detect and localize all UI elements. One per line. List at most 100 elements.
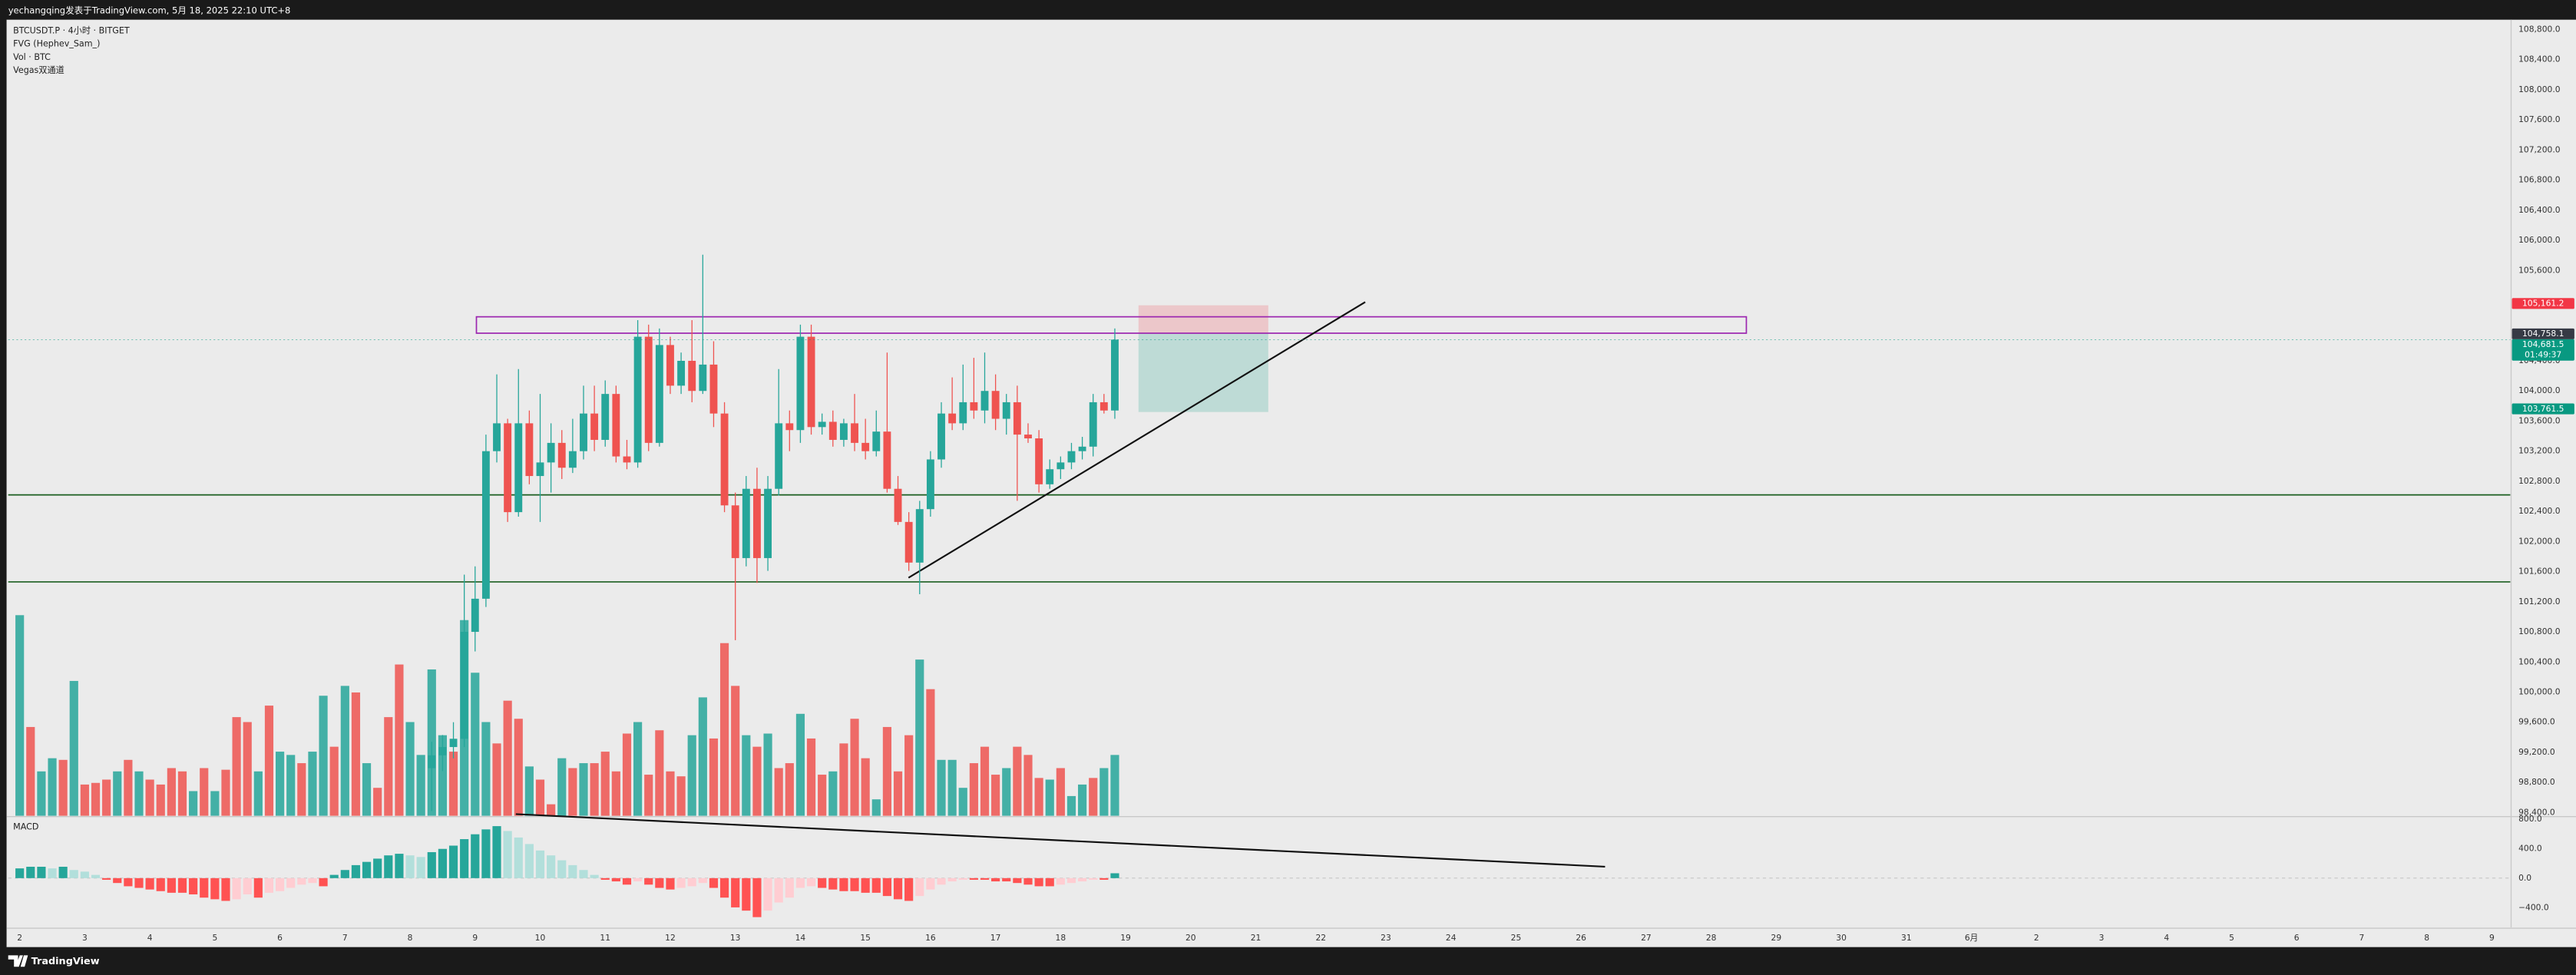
volume-bar [1045, 779, 1054, 816]
y-tick-label: 101,200.0 [2518, 597, 2561, 606]
macd-bar [405, 855, 415, 878]
macd-bar [200, 878, 209, 898]
volume-bar [904, 735, 914, 816]
volume-bar [622, 733, 632, 816]
macd-bar [221, 878, 230, 901]
macd-bar [871, 878, 881, 893]
candle-body [894, 488, 902, 522]
volume-bar [980, 746, 990, 816]
volume-bar [124, 759, 133, 816]
macd-bar [937, 878, 946, 885]
volume-bar [362, 763, 372, 816]
macd-bar [785, 878, 794, 898]
x-tick-label: 9 [2489, 933, 2495, 943]
candle-body [655, 345, 663, 443]
x-tick-label: 31 [1901, 933, 1912, 943]
volume-bar [871, 799, 881, 816]
macd-bar [80, 871, 89, 878]
volume-bar [698, 697, 707, 816]
macd-bar [904, 878, 914, 901]
macd-bar [1100, 878, 1109, 880]
y-tick-label: 108,800.0 [2518, 25, 2561, 35]
x-tick-label: 6 [277, 933, 283, 943]
volume-bar [742, 735, 751, 816]
macd-bar [177, 878, 187, 893]
macd-bar [666, 878, 675, 890]
volume-bar [481, 722, 491, 816]
candle-body [752, 488, 761, 558]
macd-bar [91, 874, 101, 878]
macd-bar [481, 829, 491, 878]
macd-bar [850, 878, 859, 891]
candle-body [677, 360, 686, 386]
candle-body [557, 442, 566, 468]
price-tag-label: 104,681.5 [2522, 339, 2564, 349]
volume-bar [232, 717, 241, 816]
macd-bar [15, 868, 25, 878]
macd-bar [958, 878, 967, 880]
volume-bar [492, 743, 501, 816]
candle-body [1111, 339, 1119, 411]
volume-bar [535, 779, 545, 816]
macd-bar [427, 851, 436, 878]
candle-body [785, 423, 794, 431]
macd-bar [1023, 878, 1033, 885]
volume-bar [709, 738, 719, 816]
position-stop-zone [1138, 305, 1268, 334]
x-tick-label: 6月 [1965, 933, 1979, 943]
candle-body [926, 459, 934, 510]
x-tick-label: 17 [990, 933, 1001, 943]
candle-body [688, 360, 696, 392]
x-tick-label: 7 [342, 933, 348, 943]
macd-bar [947, 878, 957, 882]
volume-bar [1056, 768, 1065, 816]
volume-bar [373, 788, 382, 816]
candle-body [623, 456, 631, 463]
brand: TradingView [31, 956, 100, 967]
candle-body [1046, 469, 1054, 484]
volume-bar [1023, 755, 1033, 816]
y-tick-label: 100,800.0 [2518, 626, 2561, 636]
indicator-label: Vol · BTC [13, 52, 51, 62]
volume-bar [177, 771, 187, 816]
candle-body [775, 423, 783, 489]
macd-bar [579, 870, 588, 878]
volume-bar [15, 615, 25, 816]
macd-bar [1045, 878, 1054, 887]
volume-bar [590, 763, 599, 816]
axes: 108,800.0 108,400.0 108,000.0 107,600.0 107,… [17, 25, 2574, 943]
candle-body [872, 431, 881, 451]
candle-body [742, 488, 750, 558]
y-tick-label: 99,600.0 [2518, 717, 2555, 727]
volume-bar [785, 763, 794, 816]
candle-body [481, 451, 490, 599]
y-tick-label: 108,400.0 [2518, 55, 2561, 64]
macd-tick-label: 800.0 [2518, 814, 2542, 824]
x-tick-label: 2 [2034, 933, 2039, 943]
candle-body [1035, 438, 1043, 484]
y-tick-label: 101,600.0 [2518, 567, 2561, 577]
x-tick-label: 11 [600, 933, 610, 943]
macd-bar [416, 857, 425, 878]
macd-bar [742, 878, 751, 911]
candle-body [861, 442, 870, 451]
macd-bar [460, 839, 469, 878]
volume-bar [405, 722, 415, 816]
macd-bar [264, 878, 274, 893]
x-tick-label: 5 [212, 933, 217, 943]
volume-bar [351, 692, 361, 816]
volume-bar [80, 784, 89, 816]
candle-body [601, 394, 610, 440]
x-tick-label: 15 [860, 933, 871, 943]
macd-bar [622, 878, 632, 885]
x-tick-label: 3 [82, 933, 88, 943]
macd-bar [1110, 873, 1119, 878]
symbol-title: BTCUSDT.P · 4小时 · BITGET [13, 26, 130, 36]
macd-bar [384, 855, 393, 878]
candle-body [1100, 402, 1108, 411]
candle-body [851, 423, 858, 443]
volume-bar [666, 771, 675, 816]
macd-bar [991, 878, 1000, 882]
y-tick-label: 102,800.0 [2518, 476, 2561, 486]
macd-bar [655, 878, 664, 888]
